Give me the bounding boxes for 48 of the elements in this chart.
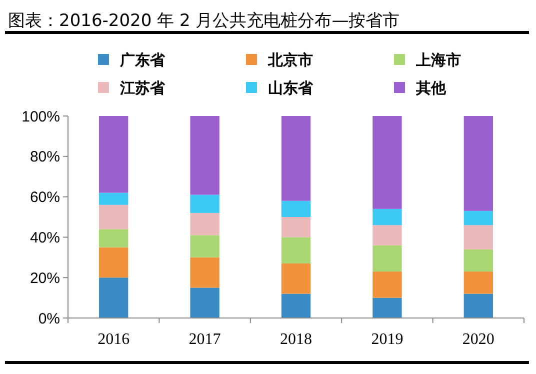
bar (99, 116, 128, 193)
x-tick-label: 2020 (462, 331, 494, 348)
x-tick-label: 2019 (371, 331, 404, 348)
bar (372, 298, 402, 318)
bar (464, 225, 493, 250)
x-tick-label: 2016 (98, 331, 130, 348)
bar (99, 247, 128, 278)
y-tick-label: 100% (22, 108, 60, 126)
bar (190, 257, 220, 288)
bar (190, 116, 220, 195)
bar (281, 200, 311, 217)
legend-label: 其他 (415, 79, 447, 97)
bar (99, 192, 128, 205)
chart-title: 图表：2016-2020 年 2 月公共充电桩分布—按省市 (8, 11, 400, 31)
y-tick-label: 20% (30, 270, 60, 287)
y-tick-label: 40% (30, 229, 60, 246)
legend-label: 山东省 (268, 79, 314, 97)
bar (281, 263, 311, 294)
y-tick-label: 0% (38, 310, 60, 328)
y-tick-label: 60% (30, 189, 60, 206)
bar (372, 225, 402, 246)
bar (99, 278, 128, 318)
x-tick-label: 2017 (188, 331, 221, 348)
bar (190, 194, 220, 213)
bar (281, 237, 311, 264)
bar (464, 249, 493, 272)
legend-label: 北京市 (267, 51, 313, 69)
x-tick-label: 2018 (280, 331, 312, 348)
bar (372, 208, 402, 226)
y-tick-label: 80% (30, 148, 60, 166)
bar (190, 235, 220, 258)
bar (372, 116, 402, 209)
bar (99, 229, 128, 248)
bar (464, 294, 493, 318)
bar (464, 272, 493, 294)
bar (99, 204, 128, 230)
legend-label: 江苏省 (119, 79, 166, 97)
bar (372, 272, 402, 298)
bar (372, 245, 402, 272)
bar (464, 116, 493, 211)
legend-label: 上海市 (415, 51, 461, 69)
bar (190, 212, 220, 236)
bar (464, 210, 493, 226)
bar (281, 294, 311, 318)
bar (190, 288, 220, 318)
bar (281, 116, 311, 201)
legend-label: 广东省 (119, 51, 166, 69)
bar (281, 217, 311, 238)
